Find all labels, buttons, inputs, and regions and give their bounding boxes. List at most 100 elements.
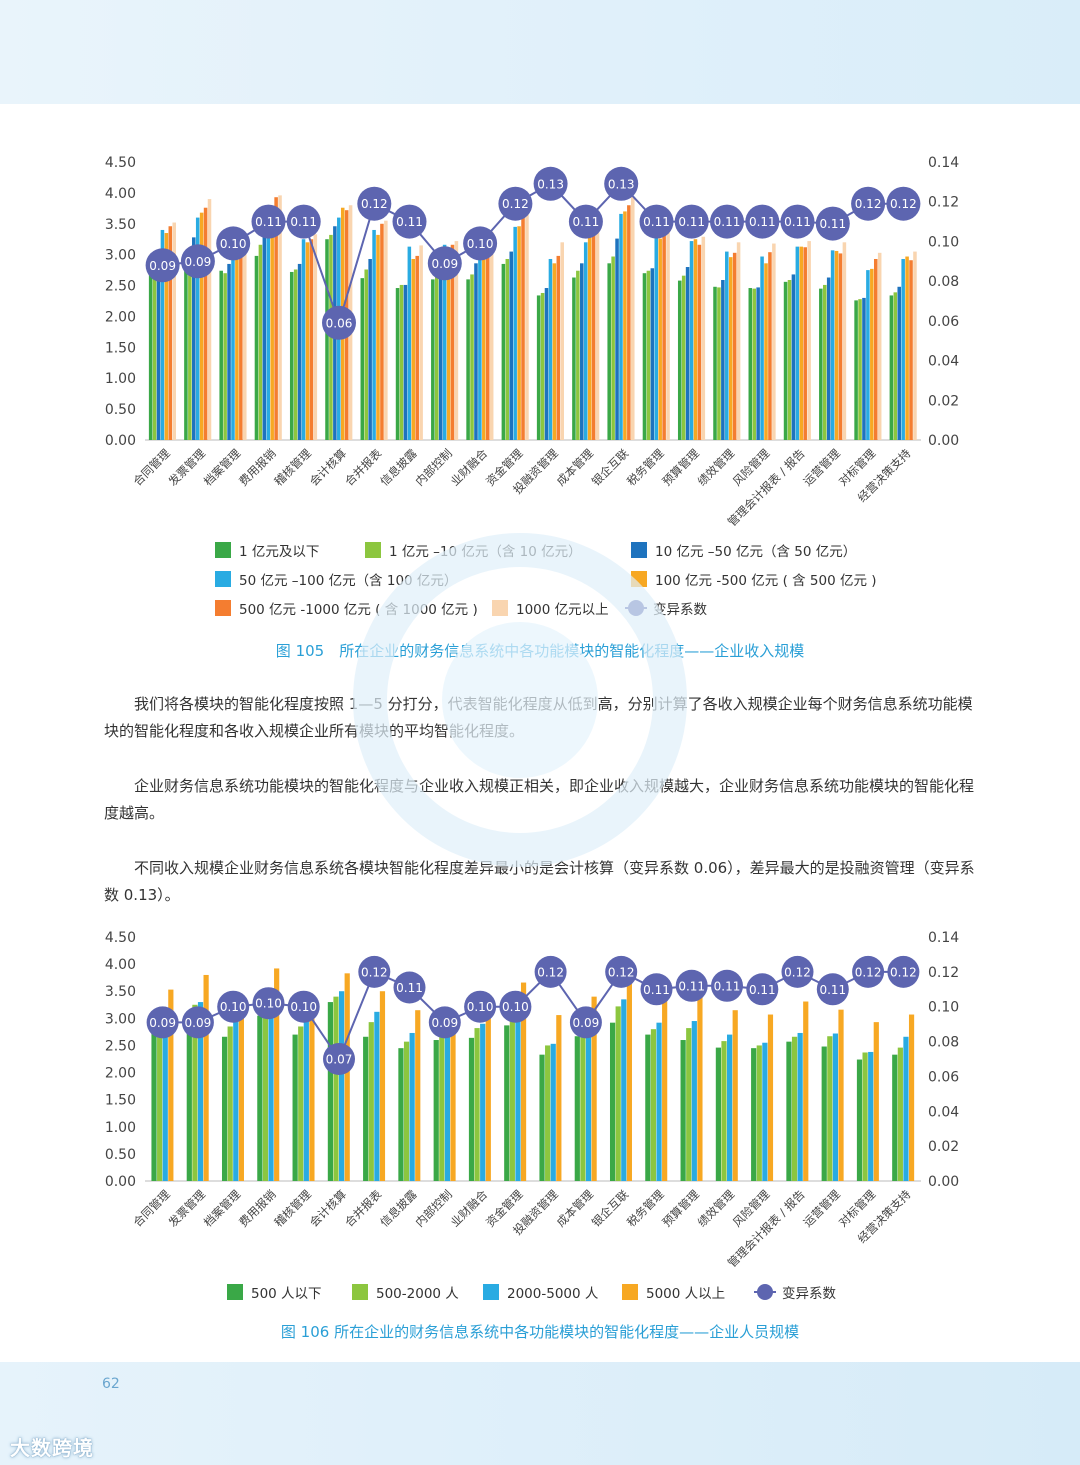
bar bbox=[572, 277, 576, 440]
variation-label: 0.10 bbox=[290, 1000, 317, 1014]
bar bbox=[409, 1032, 415, 1181]
bar bbox=[732, 1010, 738, 1181]
bar bbox=[293, 269, 298, 440]
bar bbox=[550, 1043, 556, 1181]
bar bbox=[552, 263, 557, 440]
variation-point bbox=[180, 244, 215, 279]
bar bbox=[258, 244, 263, 440]
bar bbox=[842, 242, 847, 440]
variation-point bbox=[746, 973, 779, 1006]
variation-point bbox=[252, 987, 285, 1020]
bar bbox=[540, 292, 545, 440]
x-tick-label: 业财融合 bbox=[448, 1187, 491, 1230]
bar bbox=[580, 1028, 586, 1181]
bar bbox=[474, 1028, 480, 1181]
figure-caption-106: 图 106 所在企业的财务信息系统中各功能模块的智能化程度——企业人员规模 bbox=[280, 1323, 800, 1341]
bar bbox=[656, 1022, 662, 1181]
bar bbox=[517, 226, 521, 440]
bar bbox=[854, 300, 858, 440]
variation-label: 0.12 bbox=[537, 965, 564, 979]
y2-tick-label: 0.12 bbox=[928, 195, 959, 211]
legend-label: 500 亿元 -1000 亿元 ( 含 1000 亿元 ) bbox=[239, 602, 478, 618]
variation-point bbox=[216, 226, 251, 261]
variation-label: 0.10 bbox=[467, 1000, 494, 1014]
bar bbox=[873, 1022, 879, 1181]
legend-label: 50 亿元 –100 亿元（含 100 亿元） bbox=[239, 573, 458, 589]
bar bbox=[270, 213, 274, 440]
bar bbox=[764, 263, 768, 440]
y2-tick-label: 0.04 bbox=[928, 354, 959, 370]
bar bbox=[756, 287, 760, 440]
bar bbox=[504, 1025, 510, 1181]
bar bbox=[219, 270, 223, 440]
bar bbox=[468, 1037, 475, 1181]
bar bbox=[184, 260, 188, 440]
y-tick-label: 4.50 bbox=[105, 155, 136, 171]
bar bbox=[611, 256, 615, 440]
bar bbox=[752, 288, 756, 440]
bar bbox=[433, 1040, 439, 1181]
bar bbox=[470, 274, 474, 440]
bar bbox=[364, 269, 368, 440]
variation-label: 0.09 bbox=[149, 259, 176, 273]
variation-label: 0.07 bbox=[326, 1053, 353, 1067]
bar bbox=[677, 280, 682, 440]
variation-label: 0.06 bbox=[326, 316, 353, 330]
bar bbox=[751, 1048, 757, 1181]
bar bbox=[587, 232, 592, 440]
variation-point bbox=[887, 955, 920, 988]
variation-label: 0.09 bbox=[431, 1016, 458, 1030]
bar bbox=[689, 241, 694, 440]
x-tick-label: 内部控制 bbox=[413, 1187, 455, 1229]
bar bbox=[466, 279, 470, 440]
bar bbox=[313, 234, 318, 440]
legend-label: 变异系数 bbox=[782, 1286, 836, 1302]
bar bbox=[756, 1045, 762, 1181]
bar bbox=[787, 280, 792, 440]
bar bbox=[309, 996, 315, 1181]
bar bbox=[399, 284, 404, 440]
bar bbox=[454, 241, 459, 440]
bar bbox=[395, 288, 400, 440]
bar bbox=[274, 197, 278, 440]
bar bbox=[309, 239, 314, 440]
x-tick-label: 合同管理 bbox=[130, 1187, 173, 1230]
variation-point bbox=[711, 969, 743, 1002]
variation-point bbox=[217, 990, 250, 1023]
x-tick-label: 信息披露 bbox=[377, 446, 420, 489]
bar bbox=[725, 251, 729, 440]
variation-label: 0.11 bbox=[678, 215, 705, 229]
legend-label: 1 亿元及以下 bbox=[239, 544, 320, 560]
variation-point bbox=[287, 990, 320, 1023]
variation-label: 0.11 bbox=[678, 979, 705, 993]
bar bbox=[297, 263, 302, 440]
bar bbox=[489, 231, 494, 440]
y-tick-label: 0.00 bbox=[105, 433, 136, 449]
bar bbox=[266, 217, 271, 440]
header-band bbox=[0, 0, 1080, 104]
bar bbox=[274, 968, 280, 1181]
bar bbox=[243, 238, 247, 440]
variation-label: 0.11 bbox=[819, 983, 846, 997]
bar bbox=[411, 258, 416, 440]
x-tick-label: 档案管理 bbox=[201, 446, 244, 489]
x-tick-label: 信息披露 bbox=[377, 1187, 420, 1230]
bar bbox=[292, 1034, 298, 1181]
y-tick-label: 2.50 bbox=[105, 279, 136, 295]
bar bbox=[536, 295, 541, 440]
bar bbox=[203, 974, 209, 1181]
x-tick-label: 税务管理 bbox=[624, 1187, 667, 1230]
bar bbox=[905, 256, 909, 440]
bar bbox=[691, 1021, 697, 1181]
bar bbox=[868, 1051, 874, 1181]
bar bbox=[913, 251, 917, 440]
variation-point bbox=[605, 955, 638, 988]
x-tick-label: 银企互联 bbox=[589, 446, 632, 489]
bar bbox=[732, 252, 737, 440]
y-tick-label: 2.00 bbox=[105, 1066, 136, 1082]
bar bbox=[822, 284, 827, 440]
bar bbox=[591, 226, 596, 440]
legend-label: 500-2000 人 bbox=[376, 1286, 459, 1302]
bar bbox=[238, 996, 244, 1181]
bar bbox=[407, 246, 412, 440]
